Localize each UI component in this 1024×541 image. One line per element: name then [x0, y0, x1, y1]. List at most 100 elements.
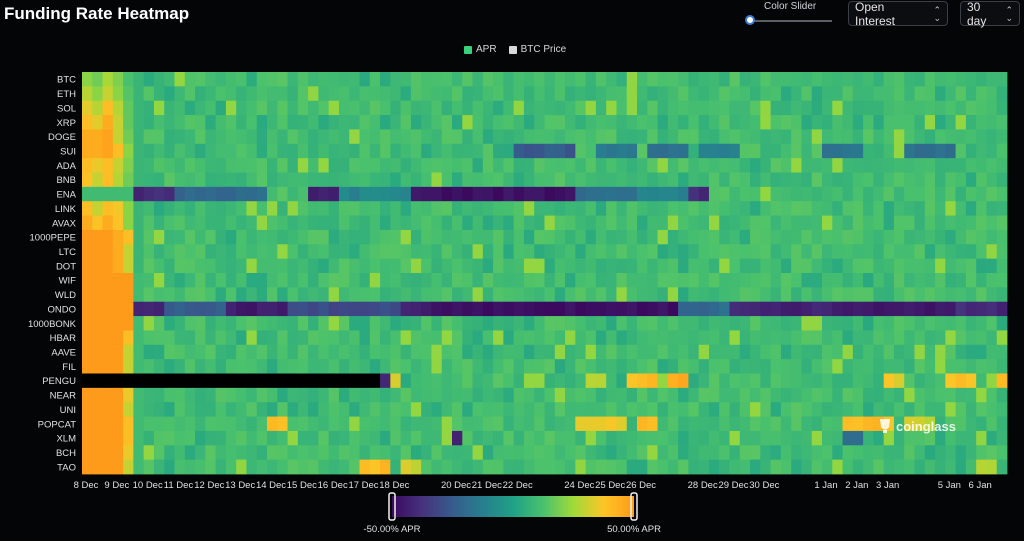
heatmap-cell[interactable]	[873, 416, 885, 432]
heatmap-cell[interactable]	[842, 186, 854, 202]
heatmap-cell[interactable]	[760, 86, 772, 102]
heatmap-cell[interactable]	[215, 387, 227, 403]
heatmap-cell[interactable]	[822, 373, 833, 389]
heatmap-cell[interactable]	[102, 330, 114, 346]
heatmap-cell[interactable]	[256, 459, 268, 475]
heatmap-cell[interactable]	[924, 215, 936, 231]
heatmap-cell[interactable]	[883, 273, 895, 288]
heatmap-cell[interactable]	[318, 287, 330, 303]
heatmap-cell[interactable]	[462, 459, 473, 475]
heatmap-cell[interactable]	[575, 215, 587, 231]
heatmap-cell[interactable]	[297, 100, 309, 116]
heatmap-cell[interactable]	[410, 359, 422, 374]
heatmap-cell[interactable]	[482, 115, 494, 130]
heatmap-cell[interactable]	[832, 445, 843, 461]
heatmap-cell[interactable]	[369, 158, 381, 173]
heatmap-cell[interactable]	[452, 402, 463, 417]
heatmap-cell[interactable]	[153, 129, 165, 145]
heatmap-cell[interactable]	[400, 86, 412, 102]
heatmap-cell[interactable]	[534, 416, 545, 432]
heatmap-cell[interactable]	[390, 416, 402, 432]
heatmap-cell[interactable]	[184, 244, 196, 260]
heatmap-cell[interactable]	[215, 186, 227, 202]
heatmap-cell[interactable]	[698, 344, 710, 360]
heatmap-cell[interactable]	[493, 244, 504, 260]
heatmap-cell[interactable]	[647, 86, 658, 102]
heatmap-cell[interactable]	[852, 273, 864, 288]
heatmap-cell[interactable]	[328, 258, 340, 274]
heatmap-cell[interactable]	[390, 215, 402, 231]
heatmap-cell[interactable]	[195, 115, 206, 130]
heatmap-cell[interactable]	[318, 359, 330, 374]
heatmap-cell[interactable]	[246, 459, 258, 475]
heatmap-cell[interactable]	[606, 373, 617, 389]
heatmap-cell[interactable]	[267, 330, 278, 346]
heatmap-cell[interactable]	[780, 359, 792, 374]
heatmap-cell[interactable]	[996, 229, 1008, 245]
heatmap-cell[interactable]	[349, 115, 360, 130]
heatmap-cell[interactable]	[82, 229, 93, 245]
heatmap-cell[interactable]	[523, 72, 535, 87]
heatmap-cell[interactable]	[801, 115, 813, 130]
heatmap-cell[interactable]	[400, 186, 412, 202]
heatmap-cell[interactable]	[102, 244, 114, 260]
heatmap-cell[interactable]	[976, 186, 987, 202]
heatmap-cell[interactable]	[760, 430, 772, 446]
heatmap-cell[interactable]	[441, 445, 453, 461]
heatmap-cell[interactable]	[359, 430, 371, 446]
heatmap-cell[interactable]	[904, 215, 915, 231]
heatmap-cell[interactable]	[123, 416, 134, 432]
heatmap-cell[interactable]	[616, 273, 628, 288]
heatmap-cell[interactable]	[102, 186, 114, 202]
heatmap-cell[interactable]	[143, 115, 155, 130]
heatmap-cell[interactable]	[503, 229, 515, 245]
heatmap-cell[interactable]	[277, 172, 288, 188]
heatmap-cell[interactable]	[750, 402, 761, 417]
heatmap-cell[interactable]	[883, 287, 895, 303]
heatmap-cell[interactable]	[688, 430, 700, 446]
heatmap-cell[interactable]	[729, 301, 741, 317]
heatmap-cell[interactable]	[82, 301, 93, 317]
heatmap-cell[interactable]	[801, 273, 813, 288]
heatmap-cell[interactable]	[153, 186, 165, 202]
heatmap-cell[interactable]	[410, 172, 422, 188]
heatmap-cell[interactable]	[338, 273, 350, 288]
heatmap-cell[interactable]	[647, 387, 658, 403]
heatmap-cell[interactable]	[174, 387, 186, 403]
heatmap-cell[interactable]	[133, 430, 145, 446]
heatmap-cell[interactable]	[565, 273, 576, 288]
heatmap-cell[interactable]	[102, 344, 114, 360]
heatmap-cell[interactable]	[184, 373, 196, 389]
heatmap-cell[interactable]	[914, 129, 926, 145]
heatmap-cell[interactable]	[482, 100, 494, 116]
heatmap-cell[interactable]	[431, 100, 443, 116]
heatmap-cell[interactable]	[184, 172, 196, 188]
heatmap-cell[interactable]	[708, 301, 720, 317]
heatmap-cell[interactable]	[452, 72, 463, 87]
heatmap-cell[interactable]	[565, 330, 576, 346]
heatmap-cell[interactable]	[236, 158, 247, 173]
heatmap-cell[interactable]	[852, 229, 864, 245]
heatmap-cell[interactable]	[431, 72, 443, 87]
heatmap-cell[interactable]	[585, 244, 597, 260]
heatmap-cell[interactable]	[616, 287, 628, 303]
heatmap-cell[interactable]	[493, 158, 504, 173]
heatmap-cell[interactable]	[215, 115, 227, 130]
heatmap-cell[interactable]	[770, 416, 782, 432]
heatmap-cell[interactable]	[739, 316, 751, 331]
heatmap-cell[interactable]	[123, 172, 134, 188]
heatmap-cell[interactable]	[698, 459, 710, 475]
heatmap-cell[interactable]	[318, 143, 330, 159]
heatmap-cell[interactable]	[452, 287, 463, 303]
heatmap-cell[interactable]	[225, 186, 237, 202]
heatmap-cell[interactable]	[349, 201, 360, 216]
heatmap-cell[interactable]	[914, 215, 926, 231]
heatmap-cell[interactable]	[965, 301, 977, 317]
heatmap-cell[interactable]	[421, 445, 432, 461]
heatmap-cell[interactable]	[544, 115, 556, 130]
heatmap-cell[interactable]	[565, 186, 576, 202]
heatmap-cell[interactable]	[976, 258, 987, 274]
heatmap-cell[interactable]	[513, 115, 525, 130]
heatmap-cell[interactable]	[287, 402, 299, 417]
heatmap-cell[interactable]	[236, 287, 247, 303]
